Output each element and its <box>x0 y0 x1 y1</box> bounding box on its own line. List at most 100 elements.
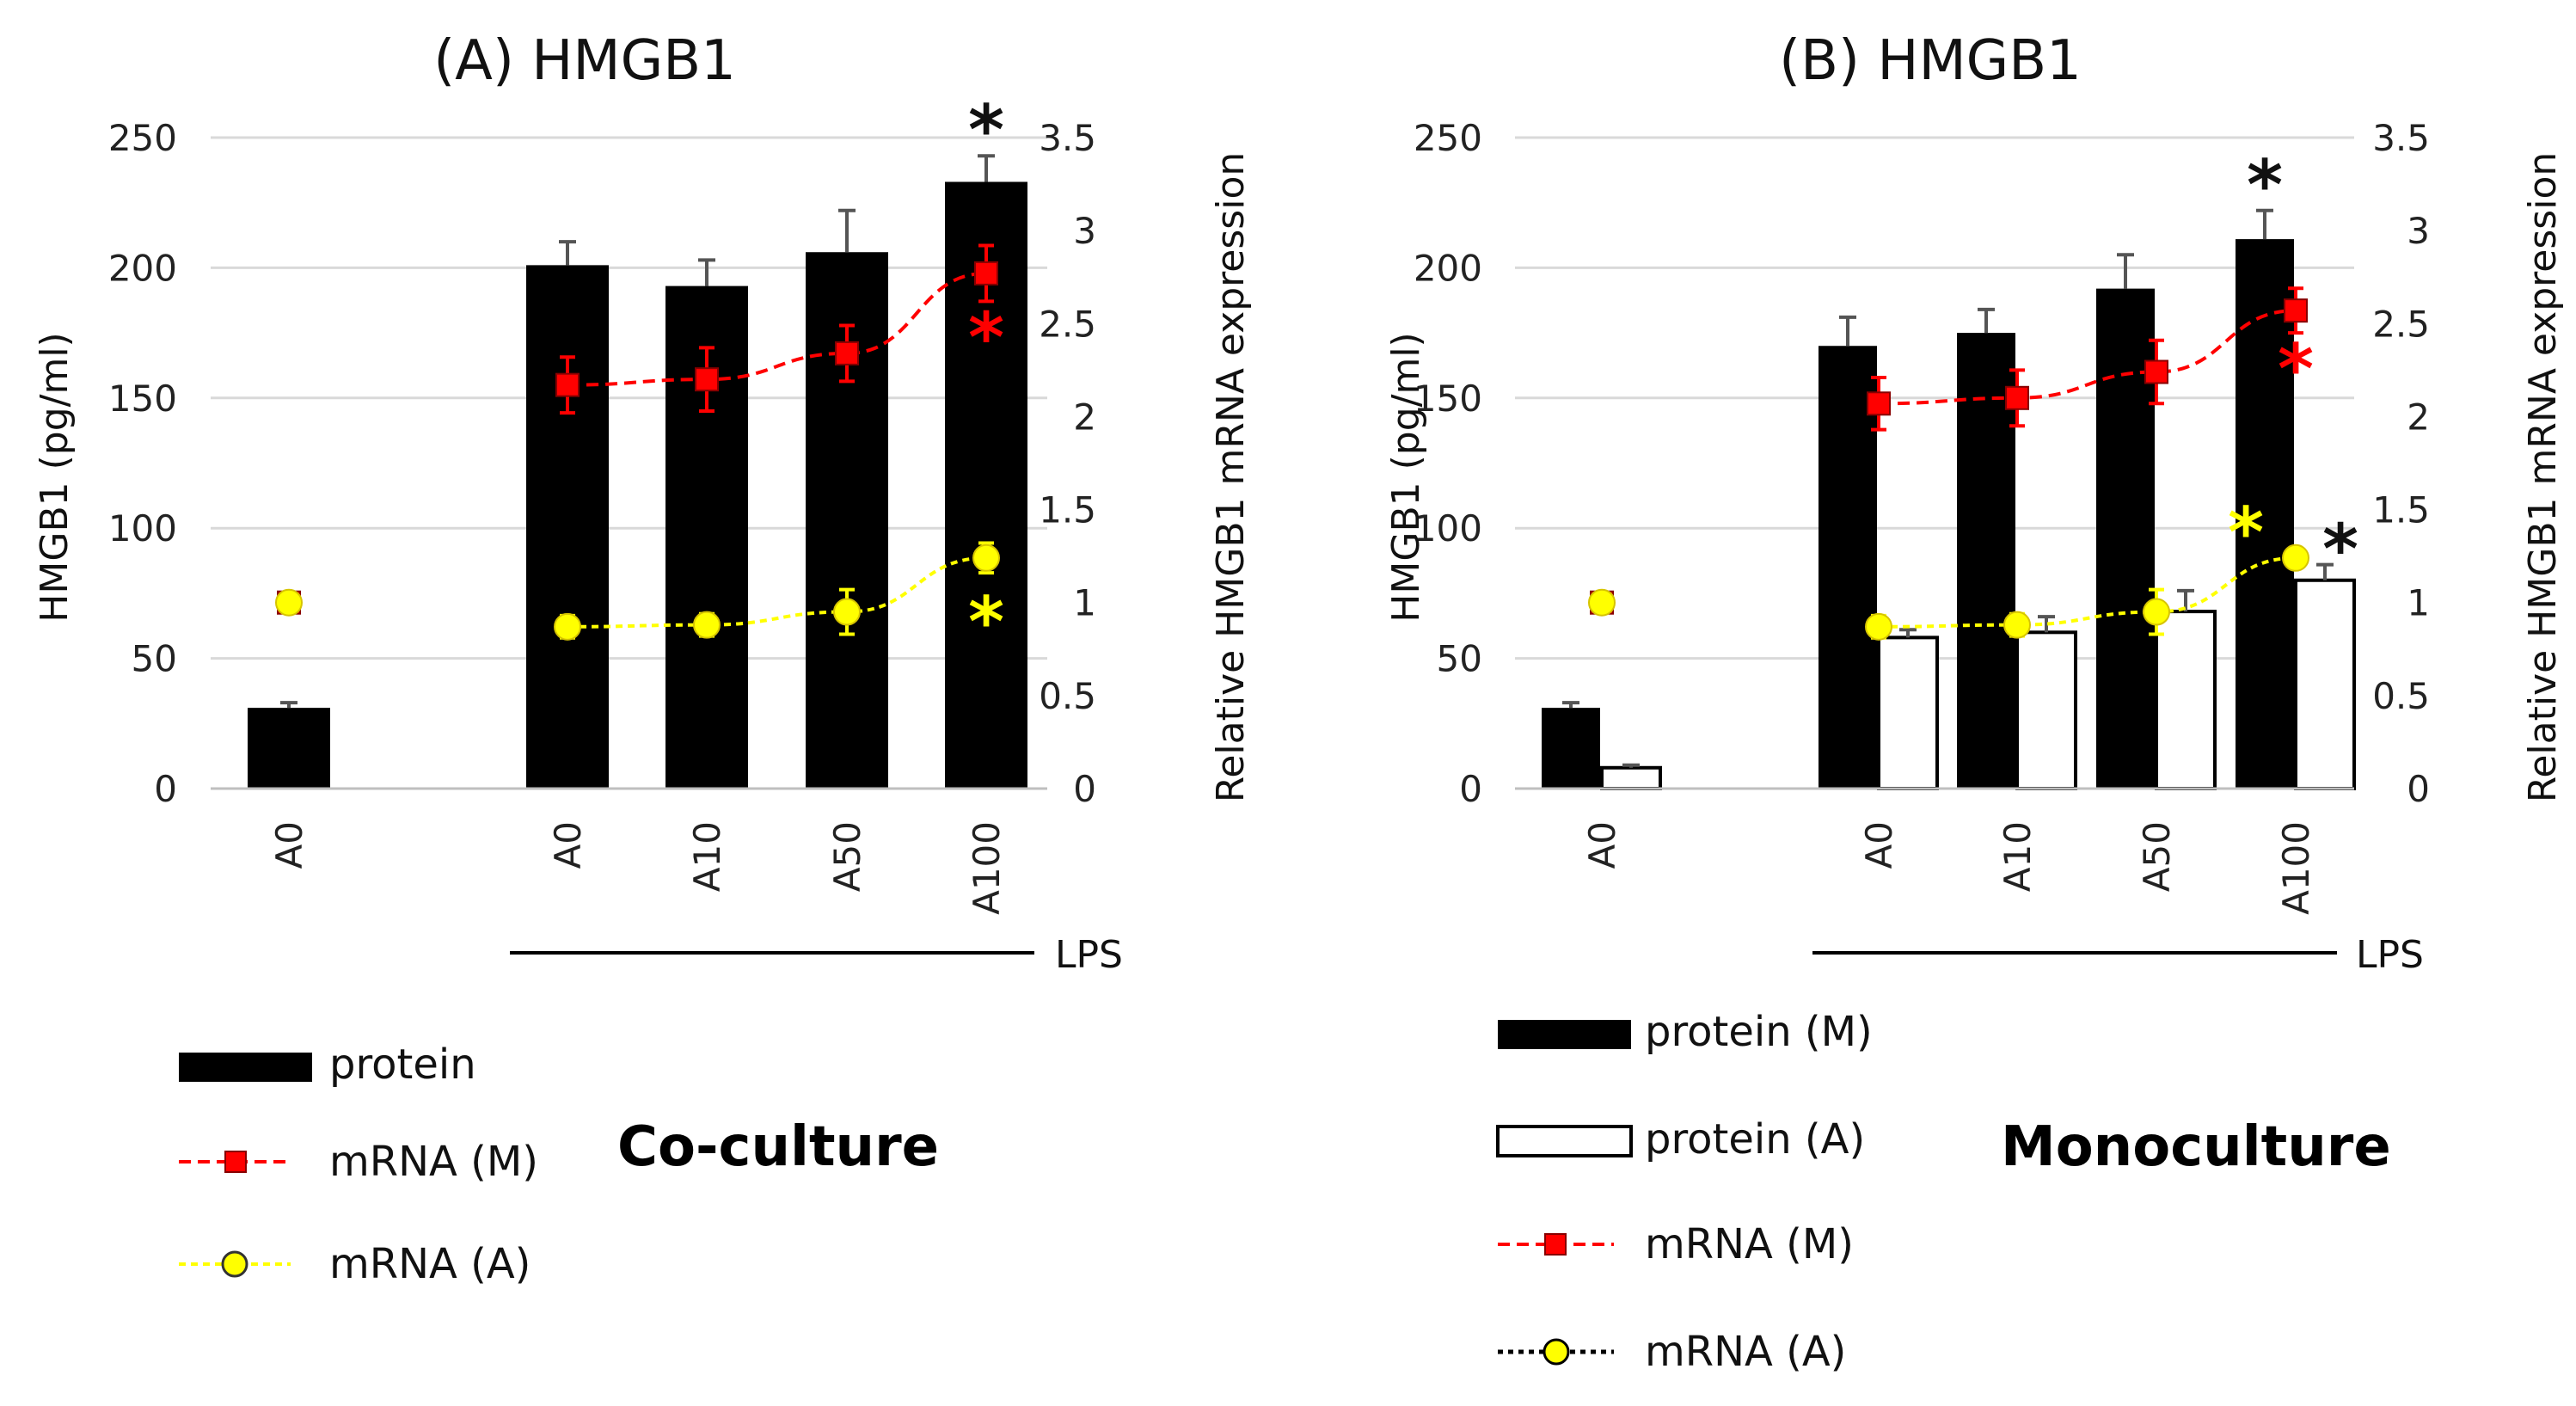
x-tick-label: A10 <box>686 821 728 892</box>
y2-tick-label: 3.5 <box>2372 117 2430 159</box>
y2-tick-label: 2.5 <box>2372 303 2430 345</box>
mrna-m-point <box>695 367 719 392</box>
legend-a-mrna-a-label: mRNA (A) <box>329 1240 531 1288</box>
legend-a-protein-swatch <box>179 1053 312 1082</box>
panel-b-lines: ** <box>1588 286 2314 641</box>
panel-b-legend: protein (M) protein (A) mRNA (M) mRNA (A… <box>1496 1008 2391 1376</box>
significance-star: * <box>968 90 1004 170</box>
panel-a-lps-label: LPS <box>1055 933 1123 977</box>
legend-a-mrna-a-marker <box>221 1250 248 1278</box>
y-tick-label: 100 <box>1414 507 1482 550</box>
y-tick-label: 200 <box>1414 247 1482 289</box>
x-tick-label: A0 <box>268 821 310 869</box>
mrna-m-point <box>555 372 580 397</box>
mrna-a-point <box>1588 588 1616 617</box>
mrna-a-point <box>1865 612 1892 641</box>
y2-tick-label: 3 <box>1073 210 1096 252</box>
panel-b-bars: ** <box>1542 145 2358 791</box>
panel-a-title: (A) HMGB1 <box>433 29 736 93</box>
bar <box>1819 346 1877 789</box>
series-line <box>567 271 987 387</box>
significance-star: * <box>968 298 1004 378</box>
y2-tick-label: 3 <box>2407 210 2430 252</box>
bar <box>1877 635 1939 790</box>
panel-b-title: (B) HMGB1 <box>1779 29 2082 93</box>
x-tick-label: A50 <box>2136 821 2178 892</box>
y2-tick-label: 1.5 <box>1039 489 1096 531</box>
y2-tick-label: 1 <box>1073 582 1096 624</box>
y2-tick-label: 1.5 <box>2372 489 2430 531</box>
bar <box>2015 630 2077 790</box>
y-tick-label: 150 <box>108 378 177 420</box>
legend-b-mrna-a-label: mRNA (A) <box>1645 1328 1846 1376</box>
bar <box>1600 765 1662 791</box>
significance-star: * <box>2278 329 2314 409</box>
mrna-a-point <box>2003 611 2031 639</box>
y2-tick-label: 0 <box>2407 768 2430 810</box>
significance-star: * <box>968 582 1004 662</box>
panel-a-axes: 0 50 100 150 200 250 0 0.5 1 1.5 2 2.5 3 3.5 A0 A0 A10 A5… <box>108 117 1096 915</box>
y-tick-label: 0 <box>154 768 177 810</box>
y-tick-label: 100 <box>108 507 177 550</box>
x-tick-label: A10 <box>1996 821 2039 892</box>
panel-a-grid <box>211 136 1047 660</box>
x-tick-label: A0 <box>1581 821 1623 869</box>
panel-b-grid <box>1515 136 2354 660</box>
mrna-a-point <box>833 598 861 626</box>
mrna-a-point <box>2282 543 2309 572</box>
panel-a-bars: * <box>248 90 1027 789</box>
panel-a-y2label: Relative HMGB1 mRNA expression <box>1209 152 1253 803</box>
bar <box>248 708 330 789</box>
bar <box>2236 239 2294 789</box>
y-tick-label: 50 <box>132 638 177 680</box>
y2-tick-label: 3.5 <box>1039 117 1096 159</box>
x-tick-label: A50 <box>826 821 868 892</box>
legend-a-mrna-m-marker <box>224 1151 247 1173</box>
significance-star: * <box>2322 510 2358 590</box>
y-tick-label: 250 <box>1414 117 1482 159</box>
panel-a-lines: ** <box>275 243 1004 662</box>
mrna-m-point <box>974 261 998 285</box>
y2-tick-label: 2 <box>2407 396 2430 438</box>
mrna-m-point <box>1867 391 1891 416</box>
series-line <box>567 556 987 629</box>
panel-b-axes: 0 50 100 150 200 250 0 0.5 1 1.5 2 2.5 3 3.5 A0 A0 A10 A5… <box>1414 117 2430 915</box>
panel-a-subtitle: Co-culture <box>617 1115 939 1179</box>
panel-a-legend: protein mRNA (M) mRNA (A) Co-culture <box>179 1041 939 1288</box>
bar <box>2294 578 2356 791</box>
mrna-m-point <box>2144 359 2168 384</box>
bar <box>1542 708 1600 789</box>
significance-star: * <box>2247 145 2283 225</box>
y2-tick-label: 0 <box>1073 768 1096 810</box>
y-tick-label: 250 <box>108 117 177 159</box>
panel-b-lps-label: LPS <box>2356 933 2424 977</box>
y2-tick-label: 2 <box>1073 396 1096 438</box>
mrna-a-point <box>275 588 303 617</box>
y-tick-label: 200 <box>108 247 177 289</box>
legend-b-mrna-m-label: mRNA (M) <box>1645 1220 1854 1268</box>
y-tick-label: 0 <box>1459 768 1482 810</box>
bar <box>2155 610 2217 791</box>
legend-b-protein-m-label: protein (M) <box>1645 1008 1873 1056</box>
legend-a-protein-label: protein <box>329 1041 476 1089</box>
panel-b-ylabel: HMGB1 (pg/ml) <box>1384 332 1428 622</box>
panel-b: (B) HMGB1 ** ** 05010015020025000.511.52… <box>1384 29 2565 1376</box>
panel-a-ylabel: HMGB1 (pg/ml) <box>33 332 77 622</box>
legend-b-protein-a-swatch <box>1496 1125 1633 1157</box>
mrna-a-point <box>972 543 1000 572</box>
series-line <box>1878 309 2297 406</box>
mrna-a-point <box>2143 598 2170 626</box>
y-tick-label: 50 <box>1437 638 1482 680</box>
series-line <box>1878 556 2297 629</box>
mrna-m-point <box>2284 298 2308 323</box>
legend-b-protein-a-label: protein (A) <box>1645 1115 1865 1163</box>
y2-tick-label: 0.5 <box>1039 675 1096 717</box>
mrna-a-point <box>554 612 581 641</box>
legend-b-protein-m-swatch <box>1498 1020 1631 1049</box>
mrna-a-point <box>693 611 721 639</box>
bar <box>526 265 609 789</box>
significance-star: * <box>2228 493 2264 573</box>
x-tick-label: A100 <box>966 821 1008 915</box>
mrna-m-point <box>2005 385 2029 410</box>
